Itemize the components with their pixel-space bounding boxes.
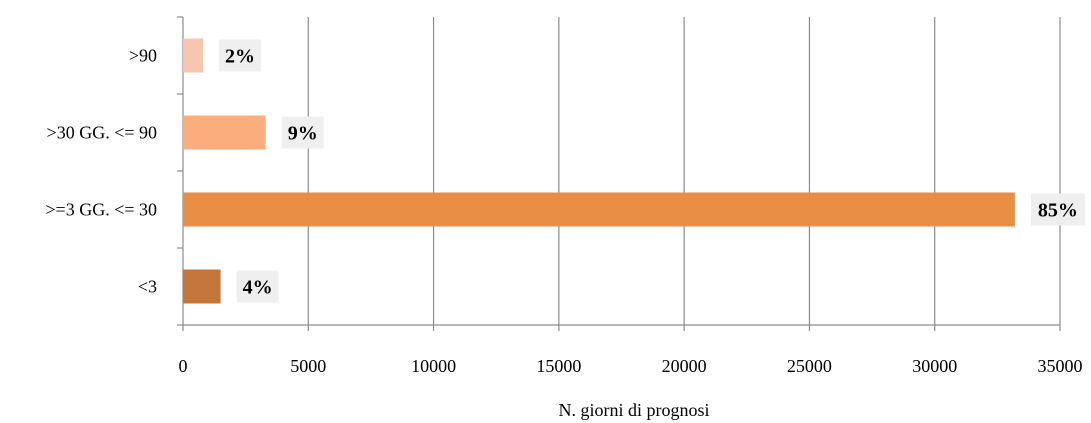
data-label: 2% [225, 46, 255, 68]
axes [177, 16, 1061, 331]
bar [183, 269, 221, 304]
x-tick-label: 30000 [912, 356, 957, 376]
tick-labels: 0 5000 10000 15000 20000 25000 30000 35000 >90 >3… [45, 46, 1082, 377]
data-label-box [1030, 193, 1085, 226]
data-label: 4% [243, 277, 273, 299]
data-label-box [281, 116, 324, 149]
bars [183, 38, 1015, 304]
data-label-box [236, 270, 279, 303]
x-tick-label: 5000 [290, 356, 326, 376]
x-tick-label: 15000 [536, 356, 581, 376]
bar [183, 38, 204, 73]
y-category-label: <3 [138, 277, 157, 297]
x-tick-label: 35000 [1038, 356, 1083, 376]
data-labels: 2% 9% 85% 4% [219, 39, 1085, 303]
x-tick-label: 20000 [662, 356, 707, 376]
y-category-label: >30 GG. <= 90 [47, 123, 157, 143]
data-label: 9% [288, 123, 318, 145]
y-category-label: >=3 GG. <= 30 [45, 200, 157, 220]
gridlines [307, 17, 1061, 325]
x-tick-label: 10000 [411, 356, 456, 376]
bar [183, 115, 266, 150]
data-label: 85% [1038, 200, 1078, 222]
x-tick-label: 0 [179, 356, 188, 376]
x-axis-title: N. giorni di prognosi [559, 400, 710, 420]
data-label-box [219, 39, 262, 72]
y-category-label: >90 [129, 46, 157, 66]
x-tick-label: 25000 [787, 356, 832, 376]
bar [183, 192, 1015, 227]
